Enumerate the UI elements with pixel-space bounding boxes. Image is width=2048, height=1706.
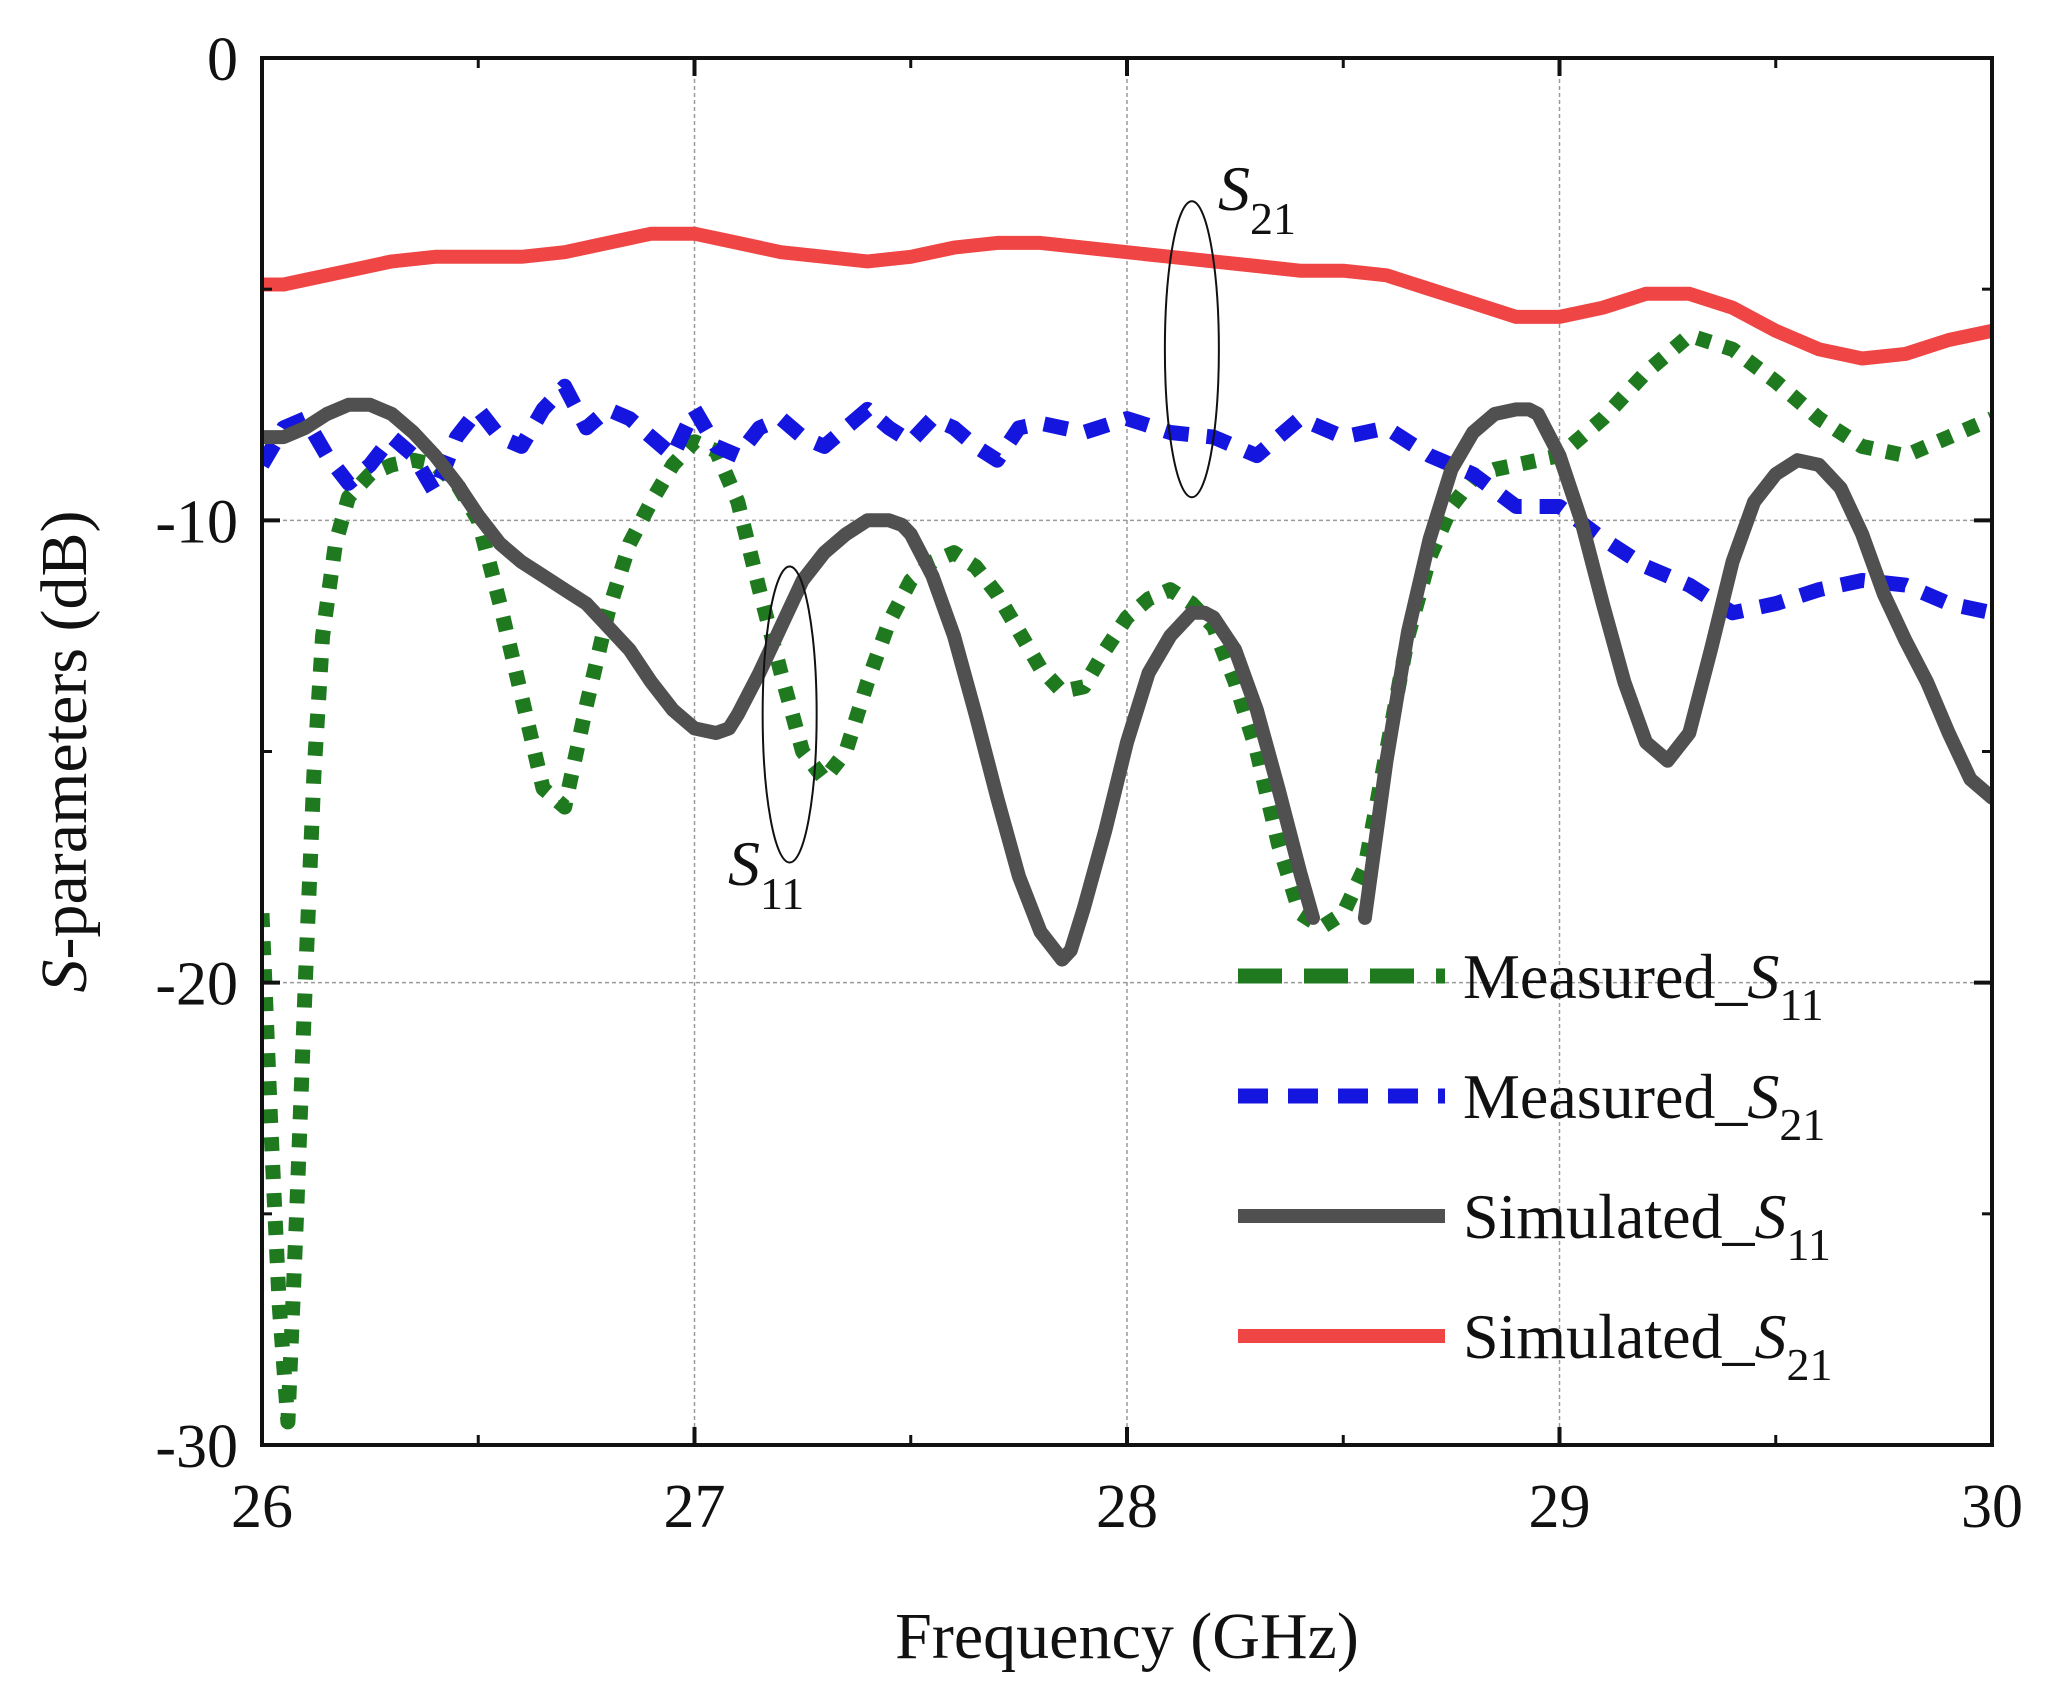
ticks: 26 27 28 29 30 0 -10 -20 -30 <box>155 26 2023 1541</box>
x-tick-label: 30 <box>1961 1473 2023 1541</box>
x-tick-label: 26 <box>231 1473 293 1541</box>
legend-label-main: Measured_ <box>1463 1061 1748 1132</box>
legend-label-main: Simulated_ <box>1463 1301 1756 1372</box>
legend-label-italic: S <box>1755 1301 1787 1372</box>
annotation-sub: 11 <box>760 868 804 919</box>
y-axis-title-italic: S <box>28 959 101 992</box>
legend-label-italic: S <box>1755 1181 1787 1252</box>
y-axis-title: S-parameters (dB) <box>28 511 101 993</box>
x-tick-label: 28 <box>1096 1473 1158 1541</box>
y-tick-label: -30 <box>155 1413 238 1481</box>
legend-label-italic: S <box>1747 941 1779 1012</box>
grid <box>262 58 1992 1445</box>
legend-label-measured-s11: Measured_S11 <box>1463 941 1824 1030</box>
annotation-main: S <box>1218 153 1250 224</box>
series-line-simulated-s21 <box>262 226 1992 366</box>
legend-label-sub: 11 <box>1787 1219 1831 1270</box>
x-axis-title: Frequency (GHz) <box>895 1600 1359 1673</box>
x-tick-label: 27 <box>664 1473 726 1541</box>
series-line-measured-s21 <box>262 378 1992 621</box>
legend-label-sub: 11 <box>1779 979 1823 1030</box>
annotation-label-s21: S21 <box>1218 153 1296 244</box>
series-line-measured-s11 <box>262 327 1992 1430</box>
series-line-simulated-s11 <box>262 397 1320 967</box>
legend-label-measured-s21: Measured_S21 <box>1463 1061 1825 1150</box>
legend-label-main: Measured_ <box>1463 941 1748 1012</box>
legend-label-sub: 21 <box>1787 1339 1833 1390</box>
annotation-ellipse-s11 <box>761 565 818 864</box>
annotation-sub: 21 <box>1250 193 1296 244</box>
y-tick-label: -20 <box>155 951 238 1019</box>
annotation-label-s11: S11 <box>728 828 804 919</box>
legend-label-simulated-s11: Simulated_S11 <box>1463 1181 1831 1270</box>
y-tick-label: -10 <box>155 488 238 556</box>
legend-label-italic: S <box>1747 1061 1779 1132</box>
x-tick-label: 29 <box>1529 1473 1591 1541</box>
annotation-ellipse-s21 <box>1163 200 1220 499</box>
legend-label-simulated-s21: Simulated_S21 <box>1463 1301 1833 1390</box>
legend-label-sub: 21 <box>1779 1099 1825 1150</box>
annotation-main: S <box>728 828 760 899</box>
legend: Measured_S11Measured_S21Simulated_S11Sim… <box>1238 941 1833 1390</box>
legend-label-main: Simulated_ <box>1463 1181 1756 1252</box>
y-tick-label: 0 <box>207 26 238 94</box>
y-axis-title-rest: -parameters (dB) <box>28 511 101 960</box>
series-layer <box>262 226 1992 1430</box>
series-line-simulated-s11-b <box>1357 402 1992 925</box>
